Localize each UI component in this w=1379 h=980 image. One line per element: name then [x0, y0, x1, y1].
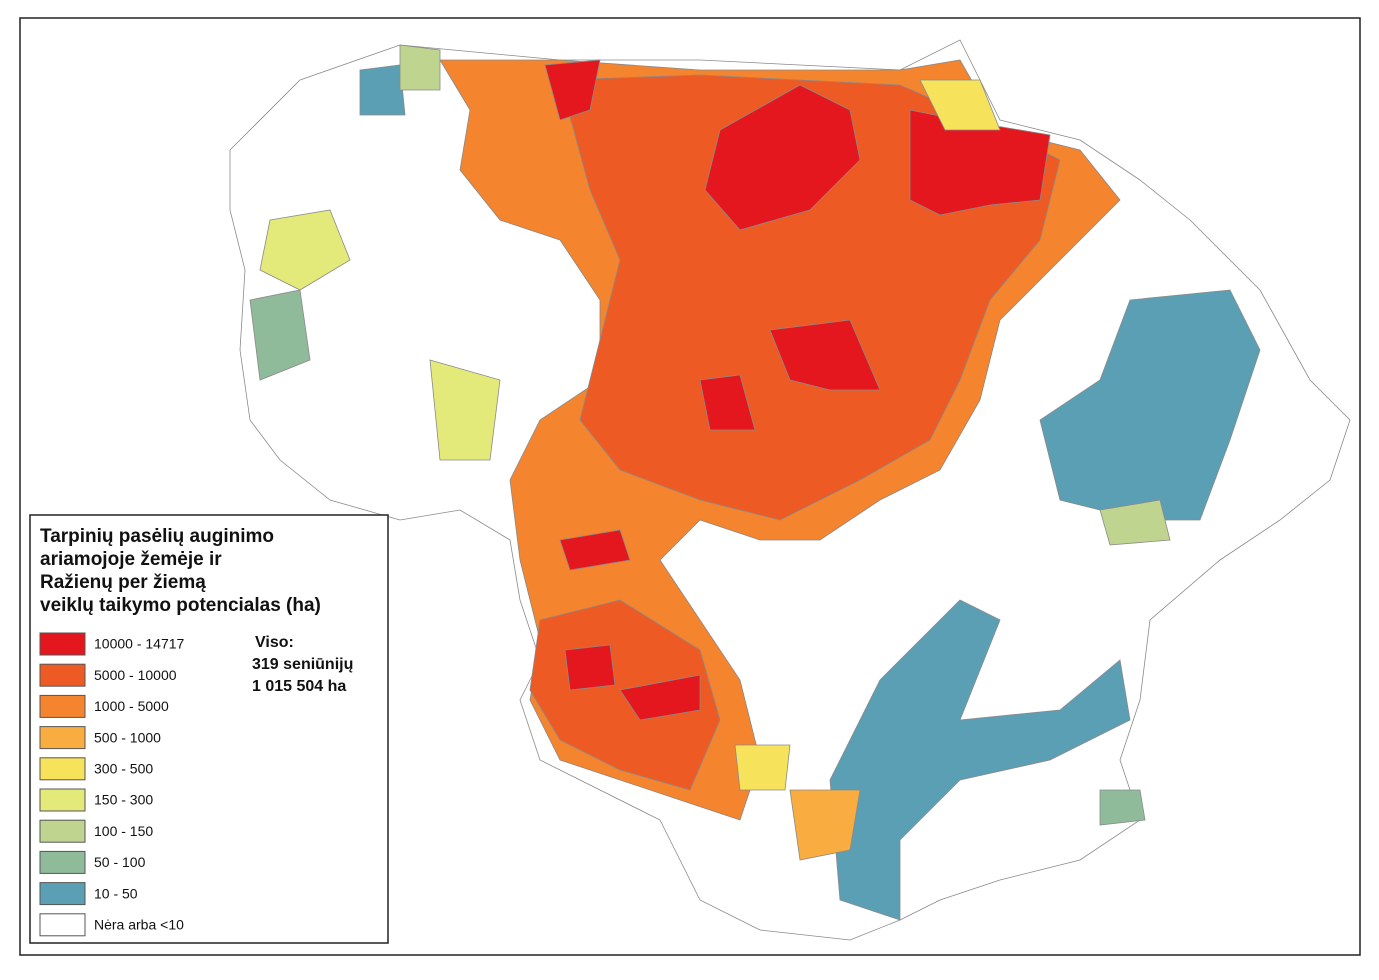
- region: [704, 84, 861, 231]
- region: [769, 319, 881, 391]
- legend-swatch: [39, 850, 86, 874]
- legend-label: 500 - 1000: [94, 729, 161, 745]
- region: [399, 44, 441, 91]
- legend-label: 10000 - 14717: [94, 636, 185, 652]
- legend-label: 150 - 300: [94, 792, 153, 808]
- region: [789, 789, 861, 861]
- region: [259, 209, 351, 291]
- region: [429, 359, 501, 461]
- legend-swatch: [39, 819, 86, 843]
- legend-label: 10 - 50: [94, 885, 138, 901]
- summary-line: 319 seniūnijų: [252, 656, 353, 673]
- region: [1099, 499, 1171, 546]
- legend-swatch: [39, 663, 86, 687]
- legend-swatch: [39, 913, 86, 937]
- region: [699, 374, 756, 431]
- region: [1099, 789, 1146, 826]
- legend-swatch: [39, 726, 86, 750]
- region: [359, 64, 406, 116]
- legend-label: 100 - 150: [94, 823, 153, 839]
- region: [829, 599, 1131, 921]
- legend-label: 5000 - 10000: [94, 667, 177, 683]
- legend-swatch: [39, 757, 86, 781]
- legend-swatch: [39, 882, 86, 906]
- summary-label: Viso:: [255, 634, 294, 651]
- legend-label: 50 - 100: [94, 854, 146, 870]
- legend-title: Ražienų per žiemą: [40, 572, 206, 593]
- region: [619, 674, 701, 721]
- legend-title: veiklų taikymo potencialas (ha): [40, 595, 321, 616]
- region: [734, 744, 791, 791]
- region: [1039, 289, 1261, 521]
- legend-label: 1000 - 5000: [94, 698, 169, 714]
- legend-label: 300 - 500: [94, 761, 153, 777]
- legend-title: Tarpinių pasėlių auginimo: [40, 526, 274, 547]
- legend-swatch: [39, 632, 86, 656]
- legend-swatch: [39, 788, 86, 812]
- region: [564, 644, 616, 691]
- legend-title: ariamojoje žemėje ir: [40, 549, 222, 570]
- region: [559, 529, 631, 571]
- region: [249, 289, 311, 381]
- legend-box: [29, 514, 389, 944]
- country-map: [229, 39, 1351, 941]
- region: [544, 59, 601, 121]
- legend-label: Nėra arba <10: [94, 917, 184, 933]
- region: [919, 79, 1001, 131]
- summary-line: 1 015 504 ha: [252, 678, 346, 695]
- legend-swatch: [39, 694, 86, 718]
